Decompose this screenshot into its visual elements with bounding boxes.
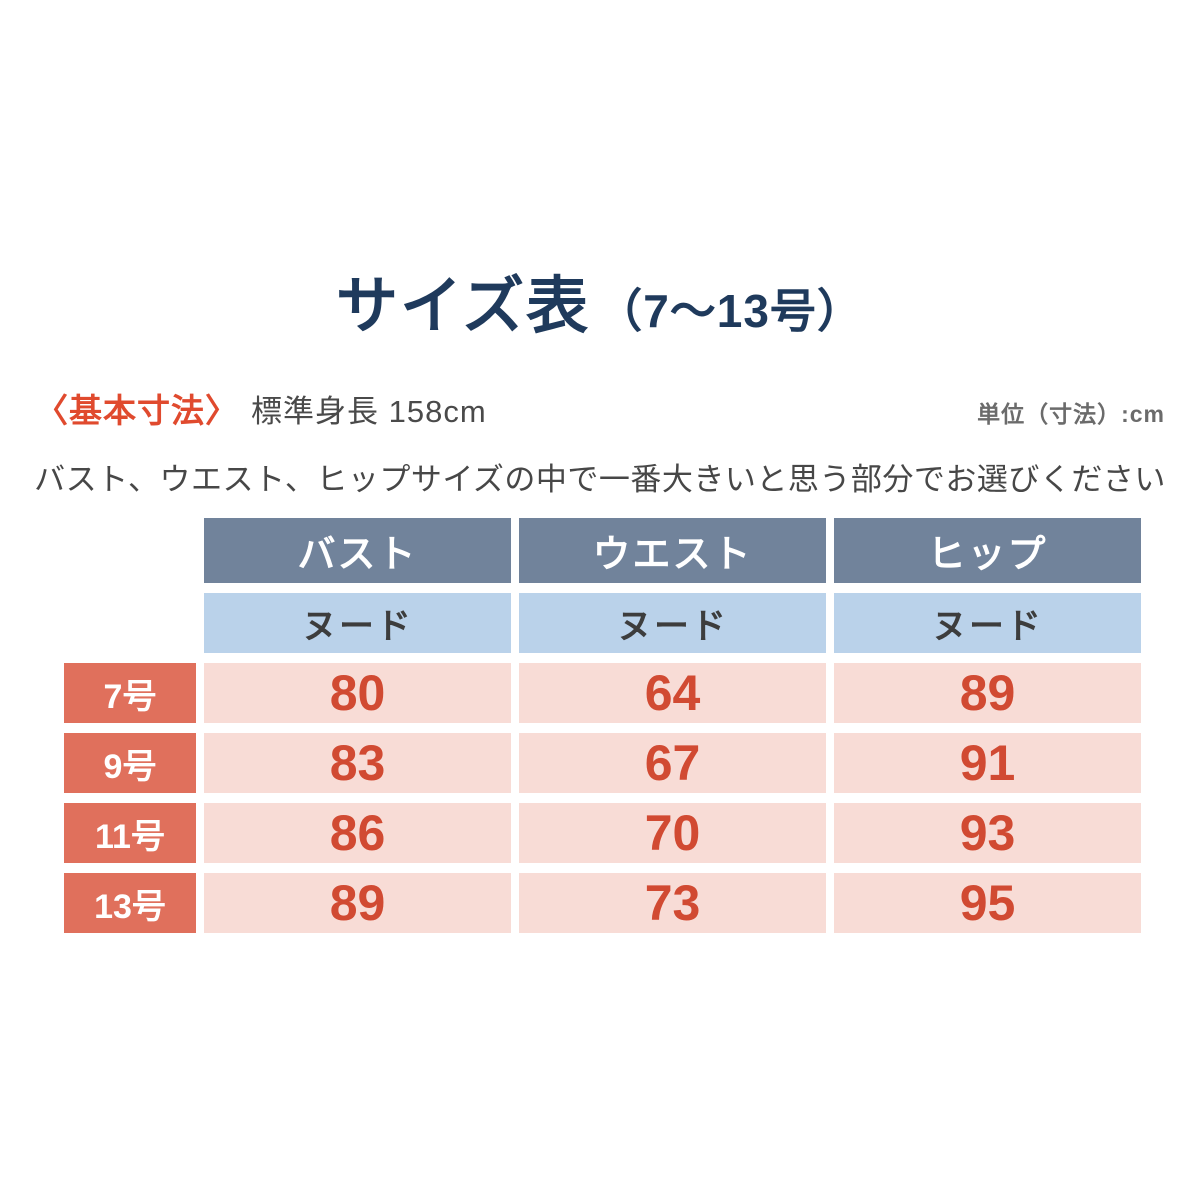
subheader-nude-waist: ヌード [519,593,826,653]
subheader-nude-hip: ヌード [834,593,1141,653]
basic-dimensions-label: 〈基本寸法〉 [35,392,239,429]
basic-dimensions: 〈基本寸法〉 標準身長 158cm [35,384,487,432]
cell-size11-waist: 70 [519,803,826,863]
page-title: サイズ表 （7〜13号） [0,276,1200,338]
row-label-size11: 11号 [64,803,196,863]
title-range: （7〜13号） [596,285,864,337]
unit-note: 単位（寸法）:cm [977,401,1165,427]
cell-size9-hip: 91 [834,733,1141,793]
column-header-hip: ヒップ [834,518,1141,583]
meta-row: 〈基本寸法〉 標準身長 158cm 単位（寸法）:cm [35,384,1165,432]
cell-size11-bust: 86 [204,803,511,863]
cell-size7-bust: 80 [204,663,511,723]
row-label-size9: 9号 [64,733,196,793]
size-table: バスト ウエスト ヒップ ヌード ヌード ヌード 7号 80 64 89 9号 … [64,518,1141,933]
selection-instruction: バスト、ウエスト、ヒップサイズの中で一番大きいと思う部分でお選びください [34,462,1166,497]
cell-size11-hip: 93 [834,803,1141,863]
row-label-size13: 13号 [64,873,196,933]
column-header-waist: ウエスト [519,518,826,583]
title-text: サイズ表 [336,272,591,341]
cell-size13-bust: 89 [204,873,511,933]
cell-size7-hip: 89 [834,663,1141,723]
standard-height-label: 標準身長 158cm [251,394,487,429]
cell-size9-waist: 67 [519,733,826,793]
column-header-bust: バスト [204,518,511,583]
cell-size13-hip: 95 [834,873,1141,933]
table-corner-spacer [64,518,196,583]
cell-size7-waist: 64 [519,663,826,723]
row-label-size7: 7号 [64,663,196,723]
cell-size9-bust: 83 [204,733,511,793]
subheader-nude-bust: ヌード [204,593,511,653]
table-corner-spacer [64,593,196,653]
cell-size13-waist: 73 [519,873,826,933]
